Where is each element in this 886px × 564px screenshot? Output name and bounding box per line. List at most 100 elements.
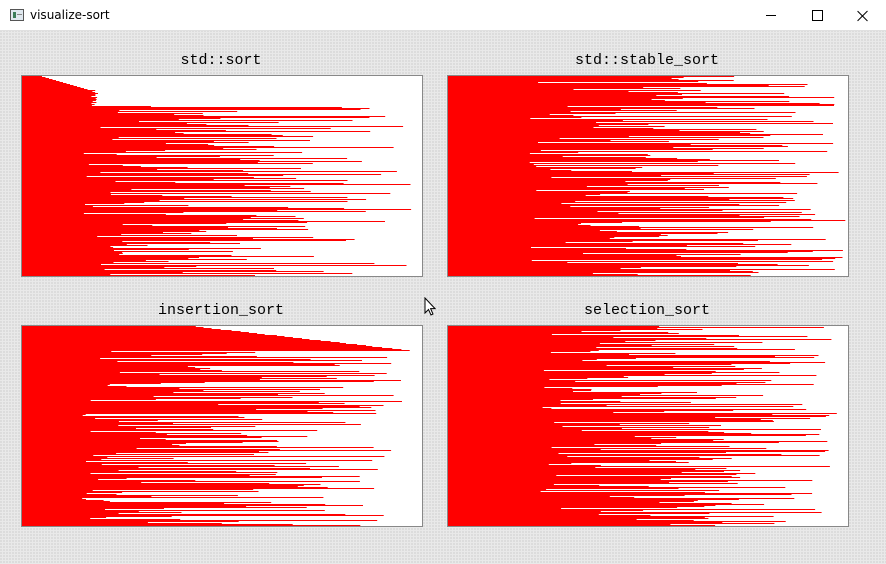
bar (22, 511, 139, 512)
bar (22, 524, 293, 525)
bar (448, 260, 532, 261)
bar (22, 149, 257, 150)
bar (448, 161, 698, 162)
bar (448, 345, 652, 346)
bar (448, 433, 752, 434)
bar (22, 99, 97, 100)
bar (448, 411, 665, 412)
bar (22, 108, 370, 109)
bar (448, 212, 802, 213)
bar (448, 331, 582, 332)
bar (22, 263, 375, 264)
bar (448, 506, 705, 507)
bar (22, 449, 280, 450)
bar (448, 200, 795, 201)
bar (22, 246, 111, 247)
bar (22, 376, 327, 377)
bar (448, 254, 741, 255)
bar (22, 192, 111, 193)
bar (448, 330, 621, 331)
bar (22, 230, 200, 231)
bar (448, 520, 694, 521)
bar (448, 432, 725, 433)
minimize-button[interactable] (748, 0, 794, 31)
bar (448, 223, 581, 224)
bar (22, 224, 123, 225)
bar (22, 131, 371, 132)
bar (22, 183, 344, 184)
bar (22, 453, 117, 454)
bar (22, 404, 219, 405)
bar (22, 189, 132, 190)
bar (22, 406, 360, 407)
bar (448, 210, 723, 211)
bar (22, 414, 86, 415)
bar (22, 355, 152, 356)
bar (448, 398, 716, 399)
bar (22, 84, 70, 85)
bar (22, 147, 394, 148)
maximize-button[interactable] (794, 0, 840, 31)
bar (448, 370, 544, 371)
bar (448, 475, 557, 476)
bar (22, 351, 112, 352)
bar (448, 430, 582, 431)
bar (448, 339, 832, 340)
bar (448, 465, 601, 466)
bar (448, 333, 679, 334)
bar (22, 142, 249, 143)
bar (22, 116, 386, 117)
bar (448, 104, 835, 105)
bar (22, 481, 360, 482)
bar (448, 88, 681, 89)
bar (448, 256, 681, 257)
bar (22, 429, 214, 430)
bar (22, 266, 197, 267)
bar (448, 85, 769, 86)
bar (22, 381, 374, 382)
bar (22, 461, 86, 462)
bar (448, 84, 808, 85)
bar (22, 166, 141, 167)
bar (22, 91, 93, 92)
bar (22, 144, 209, 145)
bar (22, 133, 184, 134)
bar (448, 469, 696, 470)
bar (22, 221, 385, 222)
bar (448, 235, 668, 236)
bar (448, 121, 814, 122)
bar (22, 460, 373, 461)
bar (22, 489, 254, 490)
bar (448, 163, 796, 164)
bar (448, 174, 810, 175)
bar (22, 403, 345, 404)
bar (448, 128, 654, 129)
bar (22, 113, 203, 114)
bar (22, 377, 262, 378)
bar (22, 146, 275, 147)
bar (22, 127, 101, 128)
bar (448, 472, 682, 473)
bar (22, 202, 145, 203)
bar (22, 364, 335, 365)
bar (22, 255, 232, 256)
bar (22, 366, 188, 367)
bar (22, 227, 228, 228)
bar (22, 423, 173, 424)
bar (22, 122, 279, 123)
bar (448, 458, 732, 459)
bar (448, 252, 788, 253)
bar (22, 200, 160, 201)
window-titlebar[interactable]: visualize-sort (0, 0, 886, 31)
bar (22, 442, 243, 443)
bar (448, 493, 813, 494)
bar (22, 444, 173, 445)
bar (22, 160, 260, 161)
bar (22, 251, 233, 252)
bar (22, 519, 181, 520)
bar (448, 198, 794, 199)
bar (22, 193, 391, 194)
bar (22, 387, 344, 388)
close-button[interactable] (840, 0, 886, 31)
bar (22, 88, 84, 89)
